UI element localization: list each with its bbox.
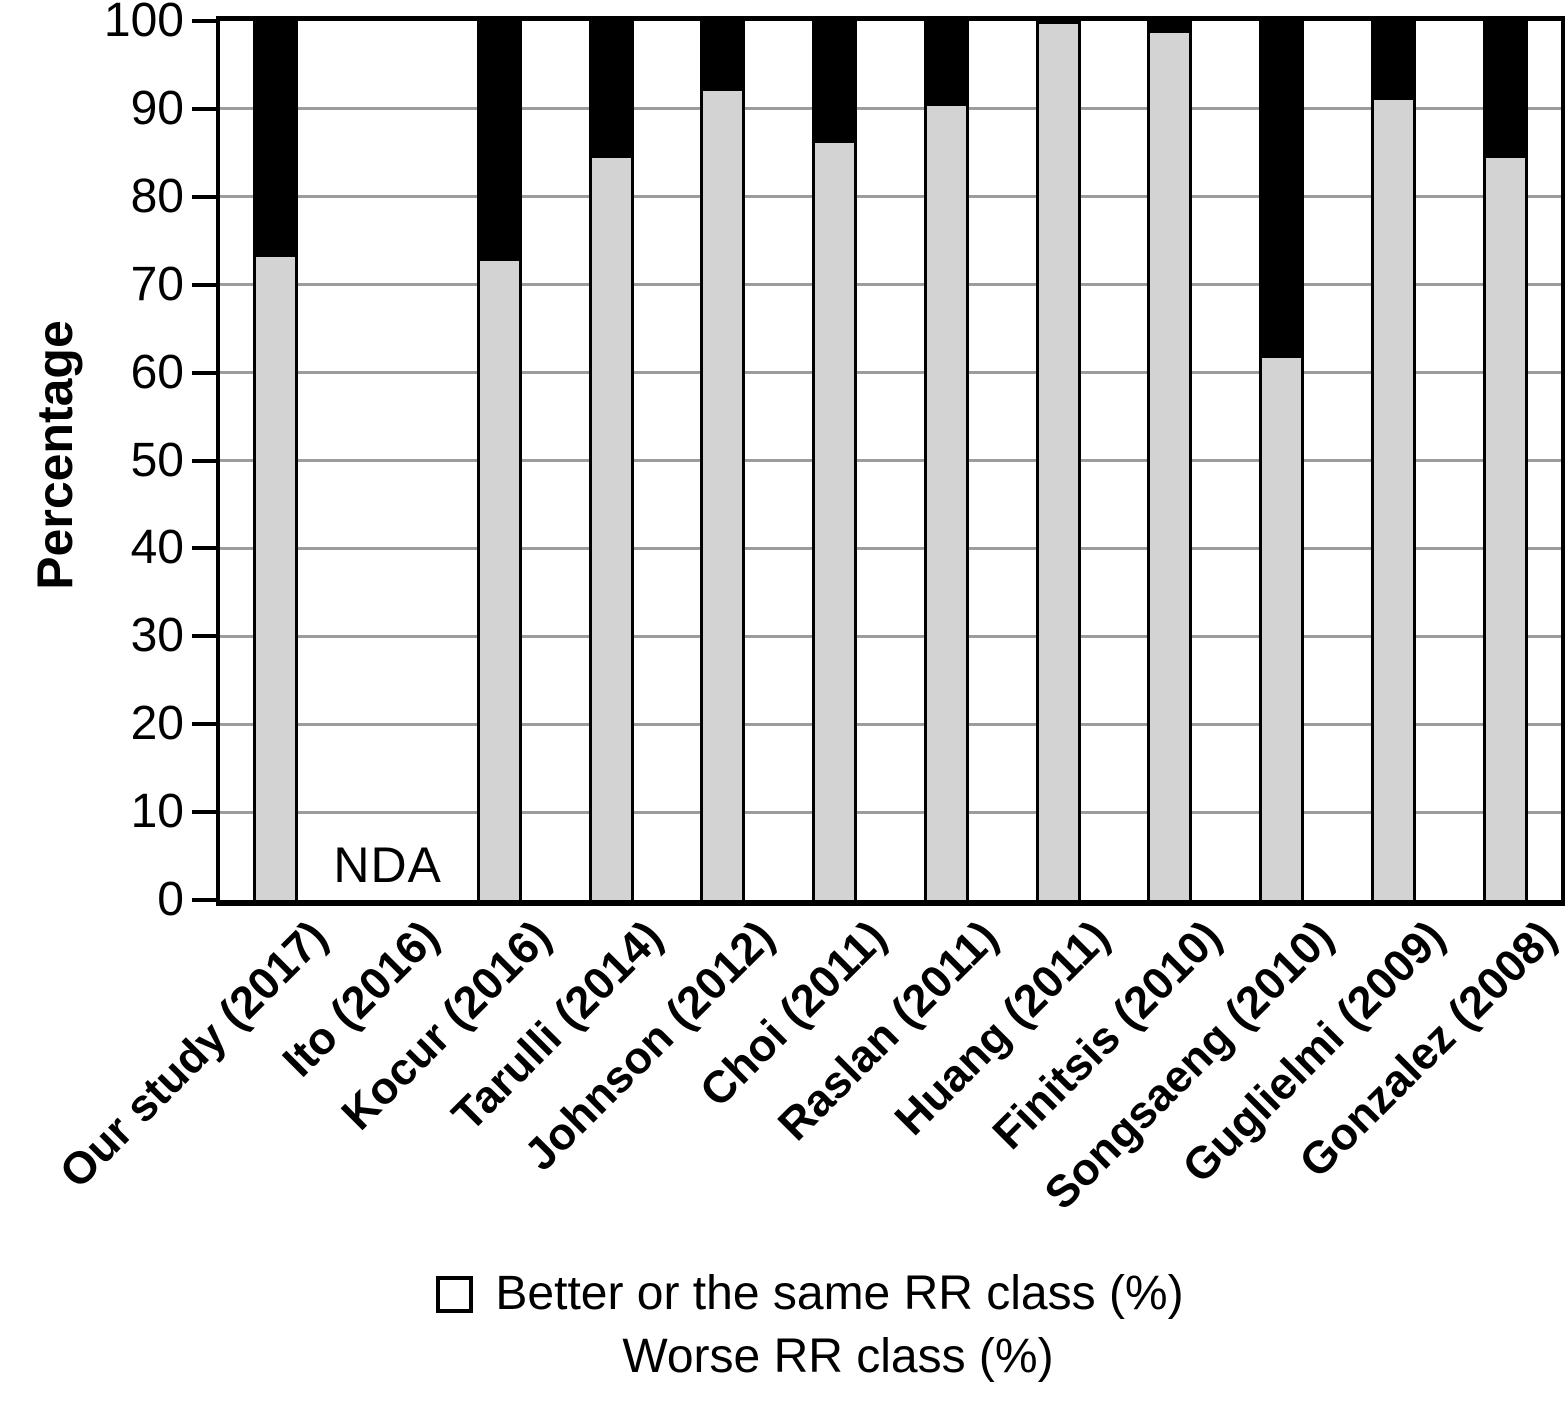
bar-johnson-2012 (700, 21, 746, 900)
y-tick-0 (192, 898, 220, 902)
bar-tarulli-2014 (588, 21, 634, 900)
y-tick-label-80: 80 (130, 169, 184, 223)
y-tick-label-50: 50 (130, 433, 184, 487)
y-tick-50 (192, 458, 220, 463)
bar-fill-kocur-2016 (479, 258, 519, 900)
y-tick-30 (192, 634, 220, 639)
bar-guglielmi-2009 (1370, 21, 1416, 900)
legend-item-better: Better or the same RR class (%) (436, 1266, 1184, 1322)
bar-raslan-2011 (923, 21, 969, 900)
gridline-60 (220, 371, 1561, 375)
no-data-label-ito-2016: NDA (333, 837, 442, 893)
gridline-50 (220, 459, 1561, 462)
bar-fill-huang-2011 (1038, 21, 1078, 900)
bar-songsaeng-2010 (1259, 21, 1305, 900)
y-tick-label-70: 70 (130, 257, 184, 311)
y-tick-label-20: 20 (130, 697, 184, 751)
bar-kocur-2016 (476, 21, 522, 900)
y-tick-10 (192, 810, 220, 815)
legend-item-worse: Worse RR class (%) (566, 1329, 1053, 1385)
gridline-40 (220, 546, 1561, 550)
legend-swatch-worse-icon (566, 1340, 600, 1374)
y-tick-label-60: 60 (130, 345, 184, 399)
plot-area: NDA (216, 16, 1565, 906)
y-tick-60 (192, 370, 220, 375)
bar-fill-finitsis-2010 (1150, 29, 1190, 900)
gridline-10 (220, 810, 1561, 814)
y-tick-100 (192, 19, 220, 23)
bar-fill-songsaeng-2010 (1262, 355, 1302, 900)
bar-gonzalez-2008 (1482, 21, 1528, 900)
bar-fill-our-study-2017 (256, 253, 296, 900)
y-tick-label-40: 40 (130, 521, 184, 575)
y-tick-label-30: 30 (130, 609, 184, 663)
gridline-90 (220, 107, 1561, 111)
bar-our-study-2017 (253, 21, 299, 900)
bar-huang-2011 (1035, 21, 1081, 900)
y-tick-label-10: 10 (130, 785, 184, 839)
y-tick-label-100: 100 (103, 0, 184, 47)
y-tick-40 (192, 546, 220, 551)
legend-label-worse: Worse RR class (%) (622, 1330, 1054, 1383)
gridline-80 (220, 195, 1561, 199)
bar-finitsis-2010 (1147, 21, 1193, 900)
bar-fill-tarulli-2014 (591, 154, 631, 900)
bar-fill-guglielmi-2009 (1373, 96, 1413, 900)
legend: Better or the same RR class (%) Worse RR… (26, 1266, 1568, 1385)
gridline-30 (220, 634, 1561, 638)
y-tick-80 (192, 194, 220, 199)
gridline-20 (220, 722, 1561, 726)
gridline-70 (220, 283, 1561, 287)
bar-fill-raslan-2011 (926, 102, 966, 900)
legend-swatch-better-icon (436, 1275, 474, 1313)
legend-label-better: Better or the same RR class (%) (495, 1267, 1184, 1320)
bar-fill-gonzalez-2008 (1485, 154, 1525, 900)
y-tick-label-90: 90 (130, 81, 184, 135)
bar-fill-choi-2011 (815, 139, 855, 900)
bar-choi-2011 (812, 21, 858, 900)
y-tick-label-0: 0 (157, 873, 184, 926)
y-tick-70 (192, 282, 220, 287)
y-tick-20 (192, 722, 220, 727)
bar-fill-johnson-2012 (703, 87, 743, 900)
y-tick-90 (192, 106, 220, 111)
